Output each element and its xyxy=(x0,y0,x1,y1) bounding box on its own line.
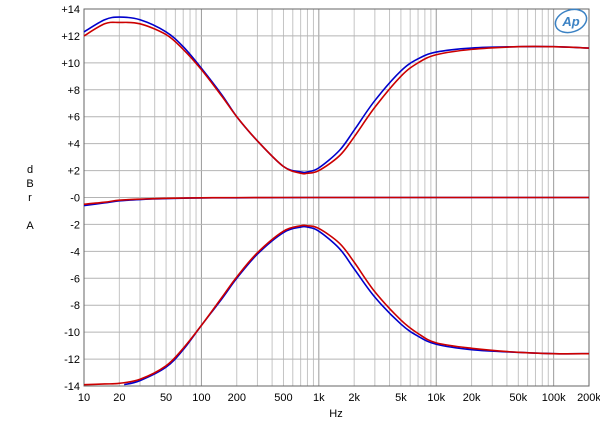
x-tick-label: 200 xyxy=(228,392,246,404)
series-line xyxy=(83,21,590,175)
x-tick-label: 20k xyxy=(463,392,481,404)
y-tick-label: -8 xyxy=(70,300,80,312)
y-axis-label: dBr A xyxy=(26,164,34,232)
x-tick-label: 100 xyxy=(192,392,210,404)
ap-logo: Ap xyxy=(554,8,588,34)
x-tick-label: 20 xyxy=(113,392,125,404)
x-tick-label: 2k xyxy=(348,392,360,404)
curves xyxy=(83,16,590,386)
x-tick-label: 50k xyxy=(509,392,527,404)
y-tick-labels: +14 +12 +10 +8 +6 +4 +2 -0 -2 -4 -6 -8 -10 -12 -14 xyxy=(61,4,80,393)
y-tick-label: +4 xyxy=(67,139,80,151)
x-tick-label: 1k xyxy=(313,392,325,404)
y-tick-label: -0 xyxy=(70,193,80,205)
y-tick-label: -10 xyxy=(64,327,80,339)
x-tick-label: 10 xyxy=(78,392,90,404)
y-tick-label: +6 xyxy=(67,112,80,124)
y-axis-label-char: A xyxy=(26,220,34,232)
x-tick-label: 5k xyxy=(395,392,407,404)
y-tick-label: -12 xyxy=(64,354,80,366)
y-tick-label: -14 xyxy=(64,381,80,393)
x-tick-label: 100k xyxy=(542,392,566,404)
ap-logo-text: Ap xyxy=(561,14,579,29)
y-tick-label: -4 xyxy=(70,246,80,258)
y-tick-label: +10 xyxy=(61,58,80,70)
y-axis-label-char: r xyxy=(28,192,32,204)
y-tick-label: +8 xyxy=(67,85,80,97)
y-axis-label-char: d xyxy=(27,164,33,176)
y-tick-label: +2 xyxy=(67,166,80,178)
series-line xyxy=(83,224,590,386)
x-tick-labels: 10 20 50 100 200 500 1k 2k 5k 10k 20k 50k 100k 200k xyxy=(78,392,600,404)
x-tick-label: 10k xyxy=(427,392,445,404)
series-line xyxy=(83,196,589,206)
x-tick-label: 50 xyxy=(160,392,172,404)
y-tick-label: +14 xyxy=(61,4,80,16)
x-tick-label: 200k xyxy=(577,392,600,404)
x-axis-label: Hz xyxy=(329,408,342,420)
y-axis-label-char: B xyxy=(26,178,33,190)
y-tick-label: -6 xyxy=(70,273,80,285)
y-tick-label: -2 xyxy=(70,219,80,231)
y-tick-label: +12 xyxy=(61,31,80,43)
series-line xyxy=(83,16,590,174)
x-tick-label: 500 xyxy=(274,392,292,404)
